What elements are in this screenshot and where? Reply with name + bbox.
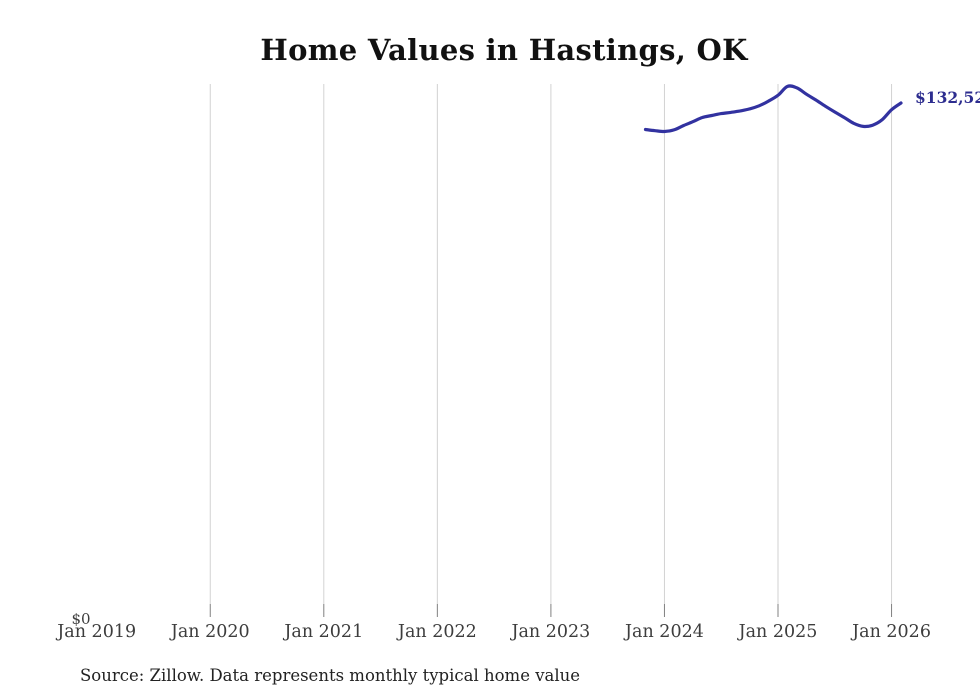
x-tick-label: Jan 2022	[397, 622, 477, 642]
source-note: Source: Zillow. Data represents monthly …	[80, 666, 581, 685]
x-tick-label: Jan 2019	[57, 622, 137, 642]
x-tick-label: Jan 2021	[284, 622, 364, 642]
y-zero-label: $0	[71, 610, 91, 628]
value-end-label: $132,523	[915, 88, 980, 107]
gridlines	[209, 84, 893, 604]
x-tick-label: Jan 2020	[170, 622, 250, 642]
x-axis: Jan 2019 Jan 2020 Jan 2021 Jan 2022 Jan 2023…	[0, 622, 980, 648]
x-tick-label: Jan 2025	[738, 622, 818, 642]
x-tick-label: Jan 2023	[511, 622, 591, 642]
home-value-line	[643, 84, 903, 134]
x-tick-label: Jan 2024	[625, 622, 704, 642]
x-tick-label: Jan 2026	[852, 622, 931, 642]
chart-title: Home Values in Hastings, OK	[260, 33, 748, 67]
tick-marks	[209, 604, 893, 617]
